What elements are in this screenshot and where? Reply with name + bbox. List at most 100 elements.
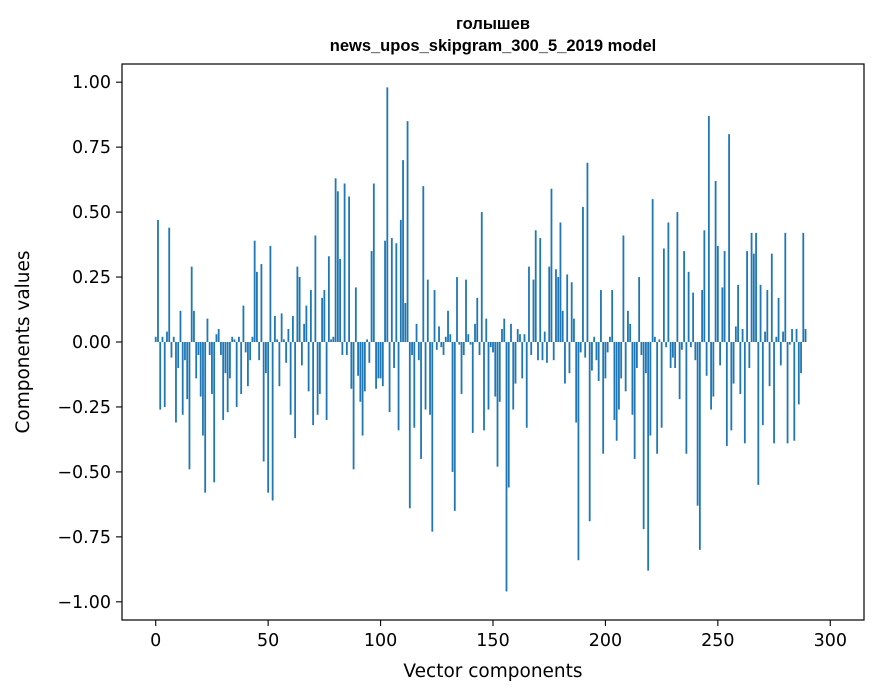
bar-79 <box>332 336 335 342</box>
bar-289 <box>804 329 807 342</box>
bar-222 <box>653 336 656 342</box>
bar-116 <box>415 323 418 342</box>
bar-70 <box>312 342 315 426</box>
bar-40 <box>244 342 247 353</box>
bar-171 <box>539 238 542 342</box>
x-tick-label: 250 <box>701 631 734 651</box>
bar-204 <box>613 342 616 420</box>
bar-38 <box>240 342 243 394</box>
bar-234 <box>680 342 683 350</box>
bar-112 <box>406 121 409 342</box>
bar-144 <box>478 342 481 355</box>
bar-288 <box>802 232 805 342</box>
bar-178 <box>555 269 557 342</box>
bar-228 <box>667 222 670 342</box>
bar-194 <box>591 342 593 371</box>
bar-97 <box>372 183 375 342</box>
bar-35 <box>233 339 236 342</box>
bar-267 <box>755 232 757 342</box>
bar-158 <box>510 323 512 342</box>
bar-137 <box>462 342 465 355</box>
bar-68 <box>307 342 310 392</box>
bar-231 <box>674 342 677 368</box>
bar-190 <box>582 206 584 342</box>
bar-161 <box>516 329 519 342</box>
bar-192 <box>586 162 589 342</box>
bar-98 <box>375 342 377 389</box>
bar-37 <box>238 336 240 342</box>
bar-213 <box>633 342 636 459</box>
bar-211 <box>629 323 632 342</box>
bar-109 <box>399 219 402 342</box>
bar-160 <box>514 342 517 384</box>
bar-143 <box>476 297 479 342</box>
bar-281 <box>786 342 789 444</box>
bar-238 <box>689 342 692 348</box>
bar-58 <box>285 342 288 363</box>
bar-272 <box>766 290 769 342</box>
bar-188 <box>577 342 580 561</box>
bar-51 <box>269 245 272 342</box>
y-tick-label: −1.00 <box>57 593 111 613</box>
bar-271 <box>764 331 766 342</box>
y-tick-label: 0.25 <box>72 268 111 288</box>
bar-108 <box>397 342 400 431</box>
bar-258 <box>734 326 737 342</box>
bar-41 <box>247 342 249 387</box>
bar-229 <box>669 342 672 368</box>
bar-139 <box>467 334 470 342</box>
bar-29 <box>220 342 222 355</box>
x-tick-label: 50 <box>257 631 279 651</box>
y-tick-label: 0.75 <box>72 138 111 158</box>
bar-198 <box>600 290 602 342</box>
bar-153 <box>498 342 501 402</box>
bar-102 <box>384 240 386 342</box>
bar-259 <box>737 284 739 342</box>
bar-61 <box>291 316 294 342</box>
bar-241 <box>696 342 699 506</box>
bar-183 <box>566 274 569 342</box>
bar-75 <box>323 290 326 342</box>
bar-266 <box>752 253 755 342</box>
bar-283 <box>791 329 793 342</box>
bar-177 <box>552 342 555 361</box>
bar-187 <box>575 342 578 423</box>
bar-4 <box>163 342 166 407</box>
bar-111 <box>404 303 407 342</box>
bar-26 <box>213 342 216 483</box>
bar-76 <box>325 342 328 420</box>
bar-279 <box>782 331 784 342</box>
bar-189 <box>579 342 582 353</box>
bar-208 <box>622 235 625 342</box>
bar-220 <box>649 342 652 436</box>
bar-64 <box>298 277 301 342</box>
bar-47 <box>260 264 263 342</box>
bar-181 <box>561 310 564 342</box>
bar-1 <box>157 219 159 342</box>
bar-123 <box>431 342 434 532</box>
bar-3 <box>161 336 164 342</box>
x-tick-label: 0 <box>150 631 161 651</box>
bar-202 <box>609 336 611 342</box>
bar-152 <box>496 342 499 467</box>
bar-172 <box>541 342 544 361</box>
bar-49 <box>265 342 267 374</box>
bar-16 <box>190 266 193 342</box>
bar-193 <box>588 342 591 522</box>
bar-164 <box>523 334 526 342</box>
bar-236 <box>685 342 688 454</box>
bar-88 <box>352 342 355 470</box>
x-axis-label: Vector components <box>403 661 582 682</box>
bar-82 <box>339 258 341 342</box>
bar-276 <box>775 336 778 342</box>
bar-13 <box>184 342 186 361</box>
bar-85 <box>345 342 348 355</box>
y-axis-label: Components values <box>13 250 34 433</box>
bar-93 <box>363 342 366 392</box>
bar-95 <box>368 342 371 363</box>
bar-217 <box>642 342 645 530</box>
bar-63 <box>296 266 299 342</box>
bar-60 <box>289 342 292 415</box>
bar-207 <box>620 342 623 379</box>
bar-5 <box>166 331 168 342</box>
